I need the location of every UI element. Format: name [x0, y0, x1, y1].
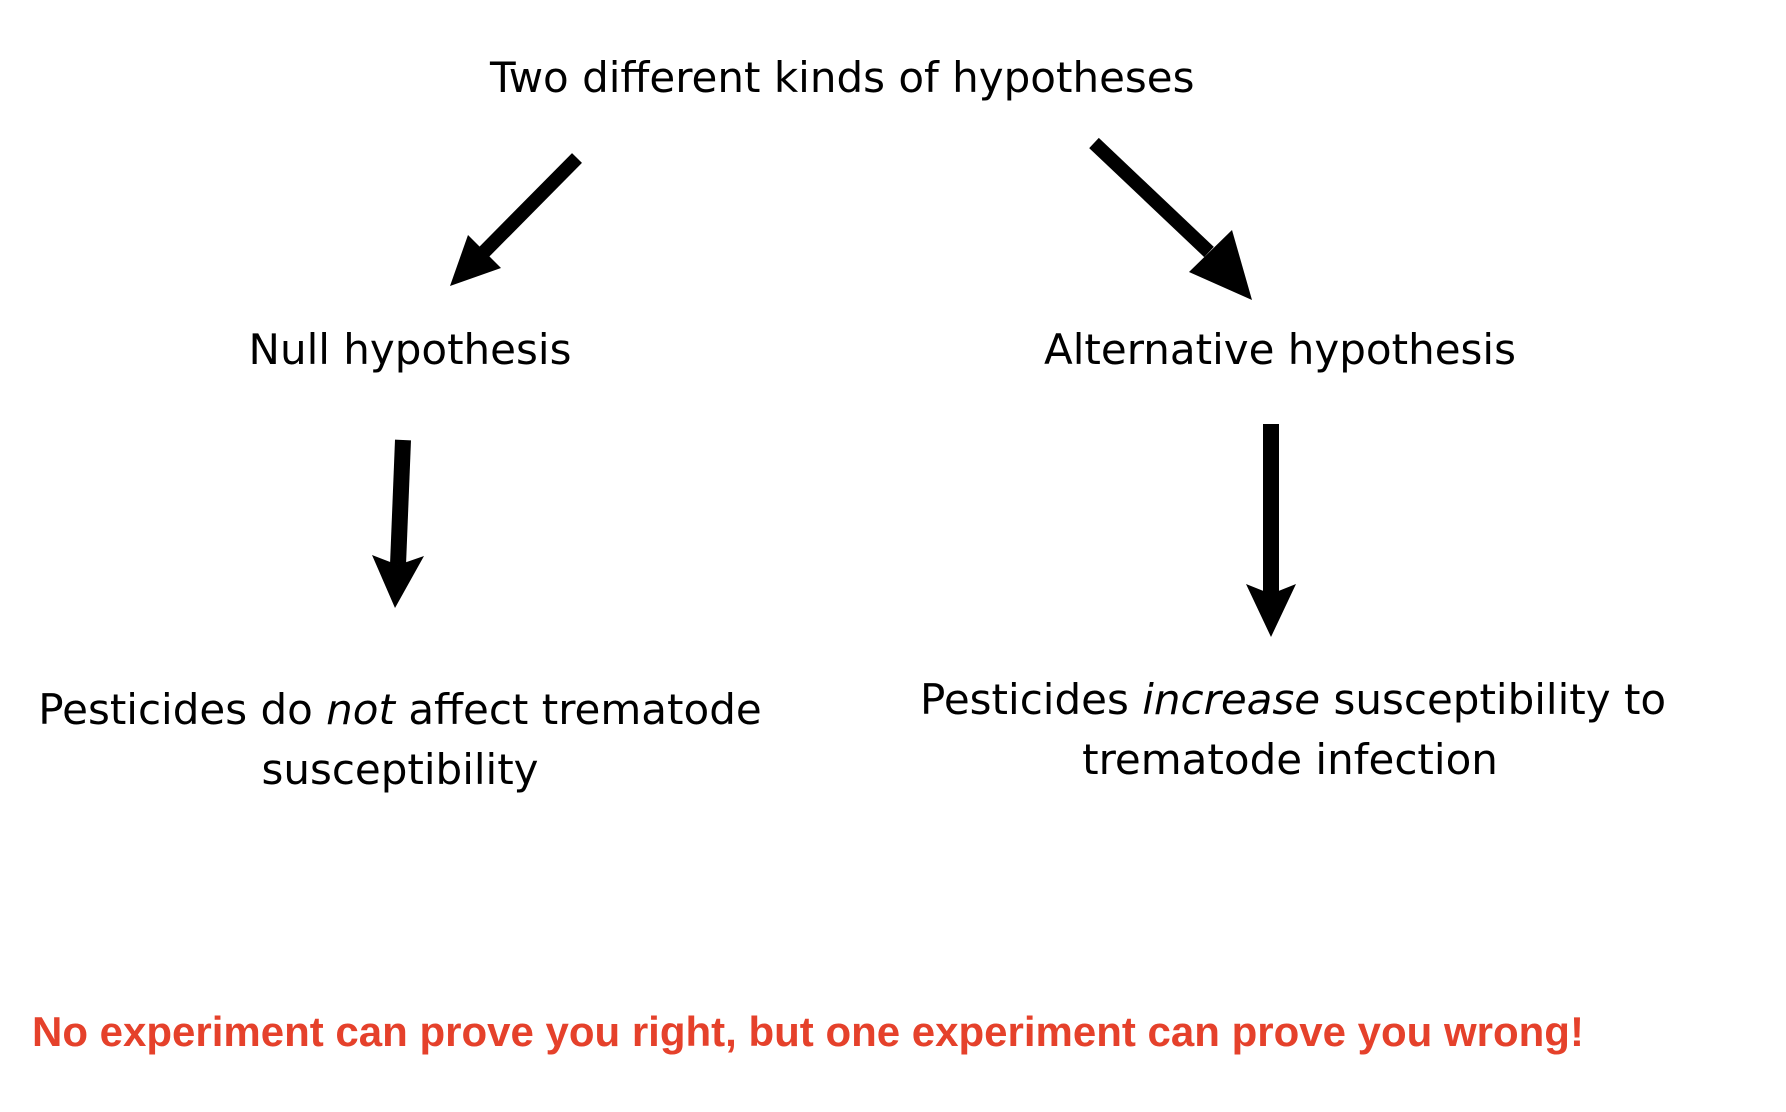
alt-prediction-line-1: Pesticides increase susceptibility to: [920, 670, 1666, 730]
null-hypothesis-label: Null hypothesis: [248, 325, 572, 374]
arrow-null-to-prediction: [372, 439, 424, 608]
alt-prediction-line-2: trematode infection: [1082, 735, 1498, 784]
alt-prediction-post: susceptibility to: [1320, 675, 1667, 724]
arrow-to-alternative: [1089, 137, 1252, 300]
arrow-to-null: [450, 153, 582, 286]
null-prediction-emphasis: not: [326, 685, 395, 734]
null-prediction-line-1: Pesticides do not affect trematode: [30, 680, 770, 740]
null-prediction-line-2: susceptibility: [261, 745, 539, 794]
diagram-title: Two different kinds of hypotheses: [490, 53, 1195, 102]
alternative-hypothesis-prediction: Pesticides increase susceptibility to tr…: [920, 670, 1666, 790]
null-prediction-post: affect trematode: [394, 685, 762, 734]
alt-prediction-emphasis: increase: [1142, 675, 1321, 724]
arrow-alternative-to-prediction: [1246, 424, 1296, 637]
alternative-hypothesis-label: Alternative hypothesis: [1044, 325, 1516, 374]
null-hypothesis-prediction: Pesticides do not affect trematode susce…: [30, 680, 770, 800]
alt-prediction-pre: Pesticides: [920, 675, 1143, 724]
footer-note: No experiment can prove you right, but o…: [32, 1008, 1584, 1055]
null-prediction-pre: Pesticides do: [38, 685, 327, 734]
